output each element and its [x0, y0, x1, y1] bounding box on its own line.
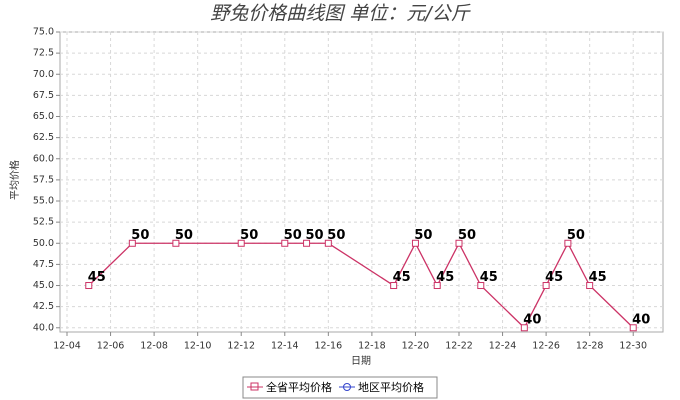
- plot-area: [59, 31, 664, 333]
- point: [629, 324, 637, 332]
- data-label: 45: [589, 270, 607, 285]
- legend-label: 地区平均价格: [358, 380, 424, 394]
- y-tick-label: 67.5: [33, 90, 54, 101]
- y-tick-label: 40.0: [33, 322, 54, 333]
- x-tick-label: 12-08: [140, 341, 168, 352]
- point: [303, 239, 311, 247]
- x-tick-label: 12-24: [489, 341, 517, 352]
- point: [172, 239, 180, 247]
- y-tick-label: 57.5: [33, 174, 54, 185]
- y-tick-label: 47.5: [33, 259, 54, 270]
- point: [455, 239, 463, 247]
- point: [564, 239, 572, 247]
- x-tick-label: 12-14: [271, 341, 299, 352]
- data-label: 50: [131, 228, 149, 243]
- data-label: 40: [523, 312, 541, 327]
- point: [237, 239, 245, 247]
- x-tick-label: 12-20: [402, 341, 430, 352]
- y-tick-label: 55.0: [33, 196, 54, 207]
- y-axis-label: 平均价格: [8, 160, 21, 200]
- legend-label: 全省平均价格: [266, 380, 332, 394]
- y-tick-label: 45.0: [33, 280, 54, 291]
- y-tick-label: 60.0: [33, 153, 54, 164]
- y-tick-label: 70.0: [33, 69, 54, 80]
- data-label: 50: [284, 228, 302, 243]
- data-label: 45: [480, 270, 498, 285]
- y-tick-label: 62.5: [33, 132, 54, 143]
- data-label: 45: [436, 270, 454, 285]
- y-tick-label: 65.0: [33, 111, 54, 122]
- data-label: 50: [567, 228, 585, 243]
- data-label: 50: [240, 228, 258, 243]
- point: [433, 282, 441, 290]
- x-axis-label: 日期: [351, 355, 371, 367]
- y-tick-label: 72.5: [33, 48, 54, 59]
- x-tick-label: 12-04: [53, 341, 81, 352]
- point: [128, 239, 136, 247]
- data-label: 45: [393, 270, 411, 285]
- x-tick-label: 12-06: [97, 341, 125, 352]
- point: [411, 239, 419, 247]
- data-label: 50: [414, 228, 432, 243]
- x-tick-label: 12-12: [227, 341, 255, 352]
- point: [477, 282, 485, 290]
- y-tick-label: 75.0: [33, 27, 54, 38]
- data-label: 50: [306, 228, 324, 243]
- data-label: 50: [175, 228, 193, 243]
- y-tick-label: 42.5: [33, 301, 54, 312]
- point: [586, 282, 594, 290]
- point: [324, 239, 332, 247]
- point: [281, 239, 289, 247]
- data-label: 45: [88, 270, 106, 285]
- point: [85, 282, 93, 290]
- x-tick-label: 12-10: [184, 341, 212, 352]
- data-label: 45: [545, 270, 563, 285]
- point: [520, 324, 528, 332]
- y-tick-label: 50.0: [33, 238, 54, 249]
- x-tick-label: 12-30: [619, 341, 647, 352]
- data-label: 40: [632, 312, 650, 327]
- y-tick-label: 52.5: [33, 217, 54, 228]
- x-tick-label: 12-28: [576, 341, 604, 352]
- point: [542, 282, 550, 290]
- chart-title: 野兔价格曲线图 单位：元/公斤: [210, 3, 470, 25]
- point: [390, 282, 398, 290]
- x-tick-label: 12-18: [358, 341, 386, 352]
- x-tick-label: 12-26: [532, 341, 560, 352]
- x-tick-label: 12-16: [315, 341, 343, 352]
- x-tick-label: 12-22: [445, 341, 473, 352]
- data-label: 50: [458, 228, 476, 243]
- data-label: 50: [327, 228, 345, 243]
